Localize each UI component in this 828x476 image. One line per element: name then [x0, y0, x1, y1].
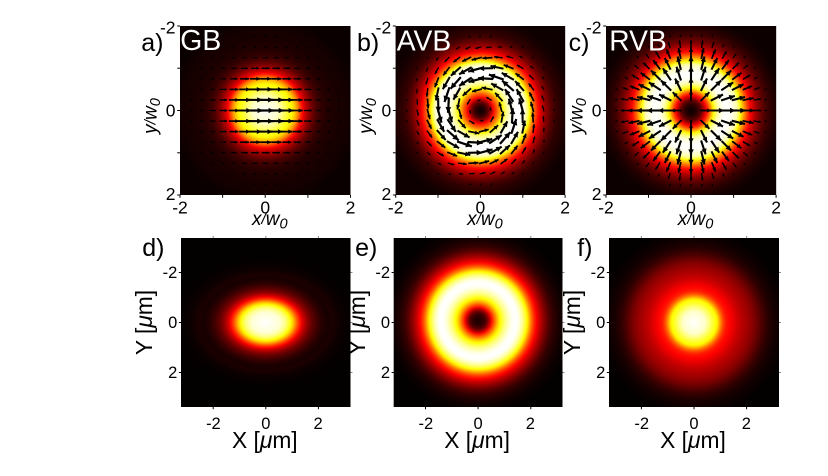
svg-text:d): d) [142, 234, 164, 262]
svg-text:-2: -2 [172, 198, 188, 218]
svg-text:2: 2 [381, 184, 391, 204]
svg-text:X [μm]: X [μm] [444, 427, 510, 453]
svg-text:e): e) [355, 234, 377, 262]
svg-text:-2: -2 [206, 415, 221, 433]
svg-text:2: 2 [166, 184, 176, 204]
svg-text:-2: -2 [634, 415, 649, 433]
svg-text:b): b) [357, 29, 379, 57]
svg-text:y/w0: y/w0 [356, 98, 380, 136]
svg-text:y/w0: y/w0 [567, 98, 591, 136]
svg-text:a): a) [141, 29, 163, 57]
svg-text:-2: -2 [598, 198, 614, 218]
svg-text:2: 2 [346, 198, 356, 218]
svg-text:-2: -2 [418, 415, 433, 433]
svg-text:0: 0 [474, 415, 483, 433]
svg-text:c): c) [569, 29, 590, 57]
svg-text:AVB: AVB [397, 24, 452, 56]
svg-text:-2: -2 [160, 17, 176, 37]
svg-text:y/w0: y/w0 [141, 98, 165, 136]
svg-text:0: 0 [381, 101, 391, 121]
svg-text:x/w0: x/w0 [466, 209, 503, 233]
svg-text:0: 0 [261, 415, 270, 433]
svg-text:2: 2 [168, 364, 177, 382]
svg-text:Y [μm]: Y [μm] [344, 290, 370, 355]
svg-text:X [μm]: X [μm] [660, 427, 726, 453]
svg-text:x/w0: x/w0 [251, 209, 288, 233]
svg-text:f): f) [577, 234, 592, 262]
svg-text:Y [μm]: Y [μm] [131, 290, 157, 355]
svg-text:GB: GB [180, 24, 221, 56]
svg-text:2: 2 [381, 364, 390, 382]
svg-text:X [μm]: X [μm] [232, 427, 298, 453]
svg-text:2: 2 [526, 415, 535, 433]
svg-text:-2: -2 [388, 198, 404, 218]
svg-text:0: 0 [260, 198, 270, 218]
svg-text:-2: -2 [375, 264, 390, 282]
svg-text:2: 2 [596, 364, 605, 382]
svg-text:2: 2 [742, 415, 751, 433]
svg-text:0: 0 [592, 101, 602, 121]
svg-text:2: 2 [314, 415, 323, 433]
svg-text:-2: -2 [163, 264, 178, 282]
svg-text:0: 0 [476, 198, 486, 218]
svg-text:2: 2 [560, 198, 570, 218]
svg-text:2: 2 [592, 184, 602, 204]
svg-text:0: 0 [168, 314, 177, 332]
svg-text:2: 2 [771, 198, 781, 218]
svg-text:x/w0: x/w0 [677, 209, 714, 233]
svg-text:-2: -2 [591, 264, 606, 282]
svg-text:-2: -2 [586, 17, 602, 37]
svg-text:0: 0 [596, 314, 605, 332]
svg-text:-2: -2 [376, 17, 392, 37]
svg-text:0: 0 [686, 198, 696, 218]
svg-text:Y [μm]: Y [μm] [559, 290, 585, 355]
svg-text:RVB: RVB [609, 24, 667, 56]
svg-text:0: 0 [166, 101, 176, 121]
svg-text:0: 0 [689, 415, 698, 433]
svg-text:0: 0 [381, 314, 390, 332]
